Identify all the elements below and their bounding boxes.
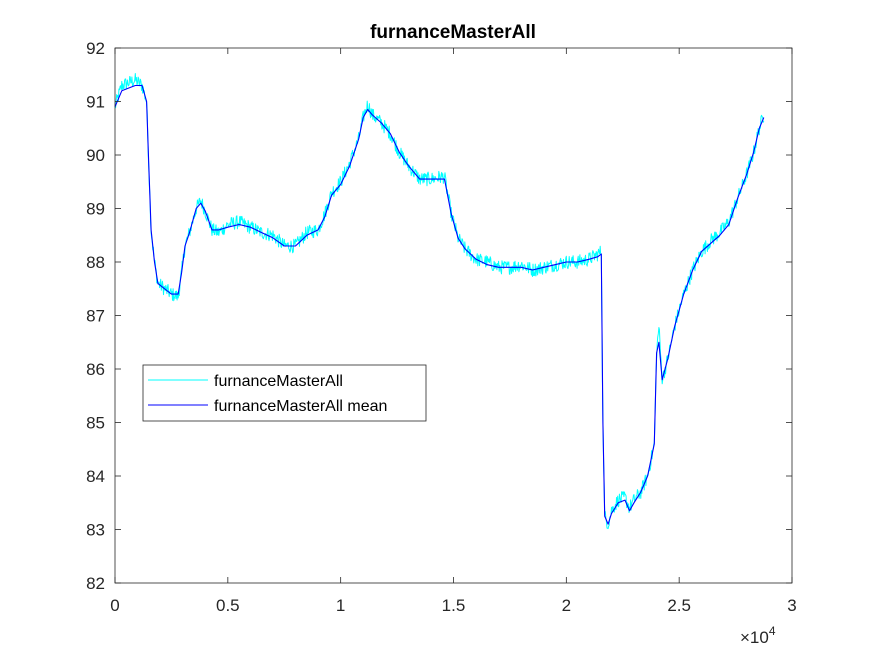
x-exponent-power: 4 bbox=[769, 624, 776, 638]
x-tick-label: 3 bbox=[787, 596, 796, 615]
x-tick-label: 1 bbox=[336, 596, 345, 615]
series-layer bbox=[114, 73, 765, 530]
plot-area bbox=[115, 48, 792, 583]
x-tick-label: 0.5 bbox=[216, 596, 240, 615]
legend: furnanceMasterAll furnanceMasterAll mean bbox=[142, 364, 427, 422]
series-line-mean bbox=[114, 84, 765, 525]
legend-label-raw: furnanceMasterAll bbox=[214, 373, 343, 390]
y-tick-label: 83 bbox=[86, 521, 105, 540]
y-tick-label: 89 bbox=[86, 200, 105, 219]
y-tick-label: 87 bbox=[86, 307, 105, 326]
y-tick-label: 85 bbox=[86, 414, 105, 433]
x-tick-label: 2.5 bbox=[667, 596, 691, 615]
x-tick-label: 0 bbox=[110, 596, 119, 615]
chart-title: furnanceMasterAll bbox=[370, 22, 536, 43]
x-tick-label: 2 bbox=[562, 596, 571, 615]
x-exponent-label: ×104 bbox=[740, 624, 776, 647]
y-tick-label: 88 bbox=[86, 253, 105, 272]
legend-label-mean: furnanceMasterAll mean bbox=[214, 398, 387, 415]
y-tick-label: 92 bbox=[86, 39, 105, 58]
ticks-layer: 0 0.5 1 1.5 2 2.5 3 82 83 84 85 86 87 88 89 90 91 92 bbox=[86, 39, 797, 615]
x-exponent-base: ×10 bbox=[740, 628, 769, 647]
y-tick-label: 82 bbox=[86, 574, 105, 593]
legend-box bbox=[142, 364, 427, 422]
y-tick-label: 90 bbox=[86, 146, 105, 165]
y-tick-label: 91 bbox=[86, 93, 105, 112]
y-tick-label: 84 bbox=[86, 467, 105, 486]
y-tick-label: 86 bbox=[86, 360, 105, 379]
x-tick-label: 1.5 bbox=[442, 596, 466, 615]
